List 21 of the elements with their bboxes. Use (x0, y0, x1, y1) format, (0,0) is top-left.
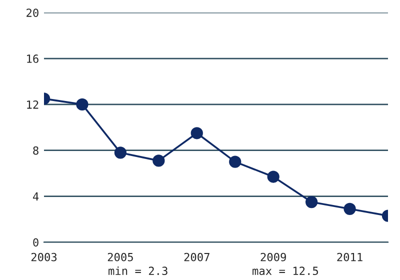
point (152, 154, 165, 167)
x-tick-label: 2005 (108, 252, 133, 262)
x-tick-label: 2007 (184, 252, 210, 262)
point (114, 146, 127, 159)
point (305, 196, 318, 208)
point (76, 98, 88, 111)
x-tick-label: 2009 (260, 252, 286, 262)
text: max = 12.5 (252, 266, 318, 276)
x-tick-label: 2003 (31, 252, 57, 262)
y-tick-label: 0 (33, 238, 38, 247)
point (344, 202, 356, 215)
x-tick-label: 2011 (337, 252, 362, 262)
y-tick-label: 20 (26, 8, 38, 18)
text: min = 2.3 (108, 266, 168, 276)
point (190, 127, 203, 140)
y-tick-label: 8 (33, 146, 38, 155)
point (229, 156, 242, 168)
y-tick-label: 4 (33, 192, 39, 201)
y-tick-label: 16 (27, 54, 38, 63)
point (267, 170, 280, 183)
y-tick-label: 12 (27, 100, 38, 109)
